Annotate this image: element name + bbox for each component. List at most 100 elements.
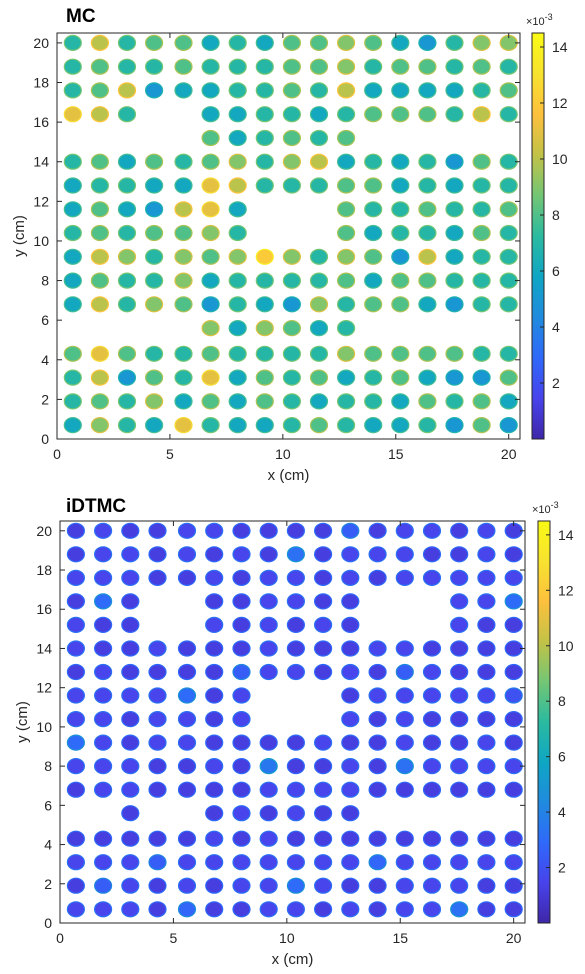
idtmc-data-point — [66, 758, 86, 775]
mc-data-point — [90, 153, 110, 170]
idtmc-data-point — [341, 663, 360, 681]
idtmc-colorbar-exponent-base: ×10 — [532, 504, 551, 516]
idtmc-data-point — [205, 569, 224, 587]
mc-data-point — [499, 58, 518, 75]
mc-data-point — [472, 248, 491, 265]
idtmc-data-point — [66, 877, 86, 894]
mc-data-point — [174, 177, 193, 194]
idtmc-y-tick-label: 8 — [44, 758, 52, 774]
mc-x-tick-label: 5 — [166, 446, 174, 462]
mc-data-point — [174, 345, 193, 362]
idtmc-data-point — [450, 546, 469, 563]
mc-data-point — [117, 34, 137, 52]
idtmc-data-point — [121, 854, 140, 871]
mc-data-point — [255, 296, 274, 313]
mc-data-point — [145, 345, 164, 362]
idtmc-data-point — [314, 854, 333, 871]
mc-data-point — [228, 129, 247, 147]
mc-data-point — [418, 177, 437, 194]
mc-data-point — [174, 201, 193, 218]
mc-data-point — [364, 248, 383, 265]
idtmc-data-point — [121, 546, 140, 563]
mc-data-point — [201, 369, 220, 386]
mc-data-point — [117, 369, 137, 386]
idtmc-data-point — [450, 616, 469, 633]
mc-data-point — [228, 248, 247, 265]
idtmc-data-point — [93, 593, 113, 610]
idtmc-data-point — [504, 593, 523, 610]
mc-data-point — [282, 393, 301, 410]
mc-data-point — [90, 177, 110, 194]
idtmc-y-tick-label: 14 — [36, 640, 52, 656]
idtmc-y-tick-label: 4 — [44, 837, 52, 853]
mc-data-point — [472, 58, 491, 75]
idtmc-colorbar-tick-label: 6 — [558, 749, 566, 765]
idtmc-data-point — [314, 901, 333, 918]
idtmc-data-point — [422, 687, 442, 704]
mc-data-point — [201, 393, 220, 410]
mc-data-point — [174, 417, 193, 434]
idtmc-data-point — [121, 711, 140, 728]
mc-data-point — [337, 345, 356, 362]
mc-data-point — [282, 106, 301, 123]
idtmc-data-point — [477, 546, 496, 563]
mc-data-point — [391, 177, 410, 194]
mc-data-point — [418, 106, 437, 123]
mc-data-point — [145, 82, 164, 99]
idtmc-data-point — [121, 877, 140, 894]
idtmc-data-point — [93, 569, 113, 587]
idtmc-data-point — [232, 758, 251, 775]
idtmc-data-point — [477, 663, 496, 681]
mc-data-point — [445, 34, 464, 52]
idtmc-data-point — [205, 522, 224, 539]
idtmc-data-point — [450, 901, 469, 918]
idtmc-data-point — [450, 569, 469, 587]
mc-data-point — [445, 82, 464, 99]
mc-data-point — [282, 34, 301, 52]
mc-data-point — [418, 58, 437, 75]
idtmc-data-point — [286, 663, 305, 681]
idtmc-data-point — [341, 593, 360, 610]
idtmc-data-point — [93, 640, 113, 657]
mc-data-point — [337, 320, 356, 337]
mc-data-point — [63, 58, 82, 75]
mc-data-point — [499, 177, 518, 194]
mc-data-point — [337, 369, 356, 386]
mc-data-point — [364, 272, 383, 289]
idtmc-data-point — [450, 734, 469, 751]
mc-data-point — [337, 106, 356, 123]
mc-data-point — [418, 296, 437, 313]
idtmc-x-tick-label: 20 — [506, 930, 522, 946]
mc-title: MC — [66, 6, 96, 27]
idtmc-data-point — [259, 877, 278, 894]
idtmc-data-point — [341, 830, 360, 847]
mc-y-tick-label: 10 — [33, 233, 49, 249]
mc-data-point — [90, 34, 110, 52]
mc-data-point — [201, 177, 220, 194]
mc-data-point — [391, 393, 410, 410]
idtmc-data-point — [93, 522, 113, 539]
idtmc-data-point — [314, 781, 333, 798]
idtmc-data-point — [395, 569, 414, 587]
mc-heatmap-chart: 0 5 10 15 20 0 2 4 6 8 10 12 14 16 18 20 x (cm) y (cm) 2 4 6… — [11, 12, 568, 484]
mc-y-tick-label: 12 — [33, 193, 49, 209]
idtmc-x-tick-label: 10 — [279, 930, 295, 946]
idtmc-data-point — [341, 640, 360, 657]
mc-data-point — [228, 272, 247, 289]
idtmc-colorbar-tick-label: 4 — [558, 804, 566, 820]
mc-data-point — [174, 224, 193, 242]
mc-data-point — [364, 201, 383, 218]
mc-data-point — [145, 58, 164, 75]
idtmc-colorbar-tick-label: 2 — [558, 860, 566, 876]
mc-data-point — [391, 34, 410, 52]
mc-data-point — [499, 393, 518, 410]
idtmc-data-point — [259, 522, 278, 539]
mc-data-point — [145, 272, 164, 289]
mc-colorbar-tick-label: 4 — [552, 319, 560, 335]
idtmc-x-axis-label: x (cm) — [272, 951, 314, 968]
mc-data-point — [255, 153, 274, 170]
idtmc-data-point — [259, 901, 278, 918]
mc-data-point — [228, 417, 247, 434]
idtmc-data-point — [259, 781, 278, 798]
idtmc-data-point — [205, 758, 224, 775]
